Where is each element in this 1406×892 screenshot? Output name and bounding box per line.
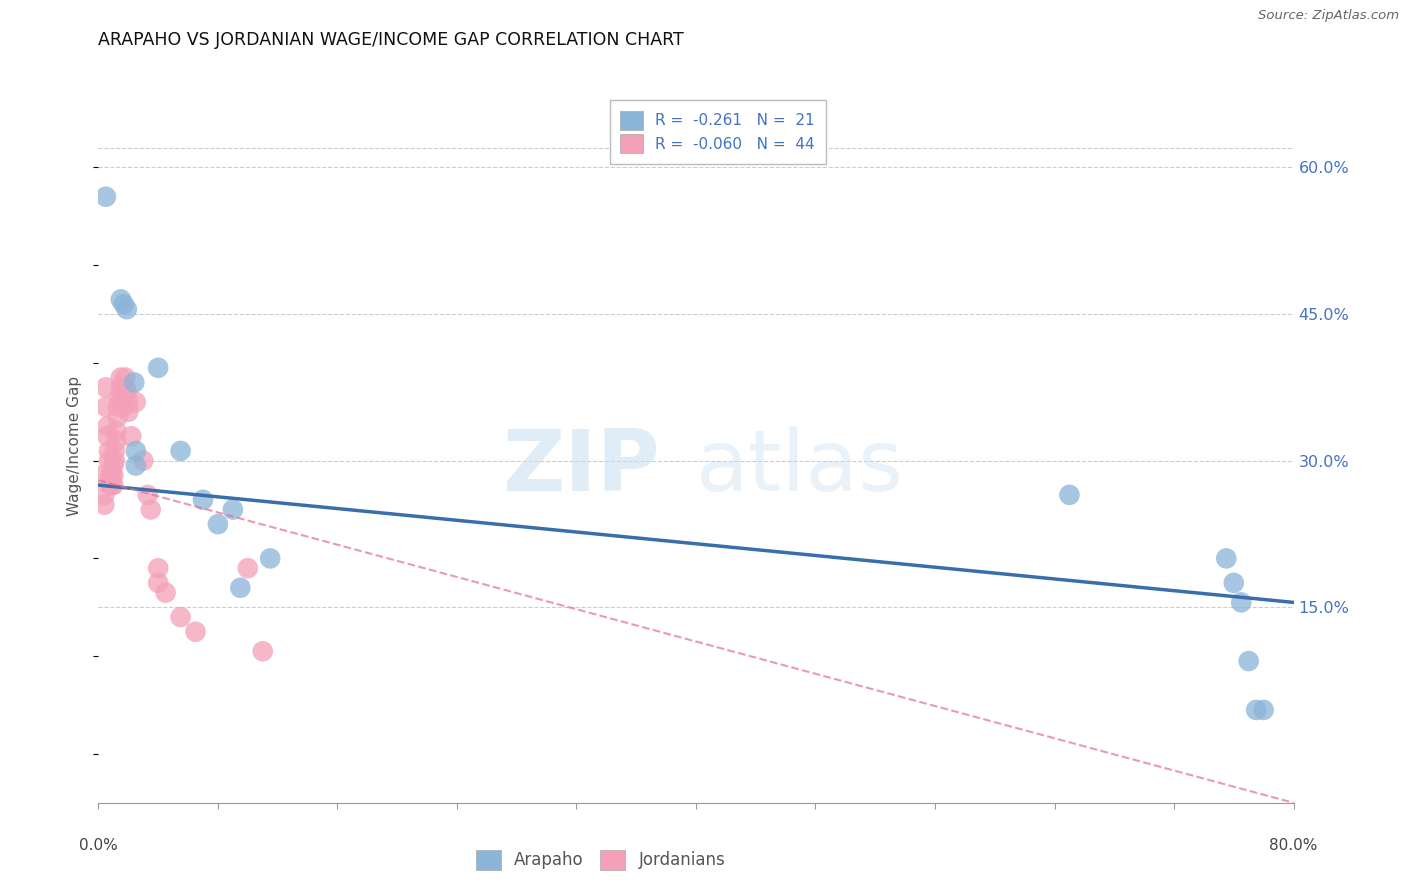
Point [101, 468, 124, 483]
Point [125, 395, 148, 409]
Point [96, 419, 118, 434]
Point [103, 468, 125, 483]
Point [1237, 654, 1260, 668]
Point [114, 380, 136, 394]
Point [169, 443, 191, 458]
Point [110, 380, 132, 394]
Point [1215, 551, 1237, 566]
Point [259, 551, 281, 566]
Point [114, 370, 136, 384]
Point [96, 429, 118, 443]
Point [191, 492, 214, 507]
Point [112, 400, 135, 414]
Point [115, 302, 138, 317]
Point [104, 453, 127, 467]
Text: Source: ZipAtlas.com: Source: ZipAtlas.com [1258, 9, 1399, 22]
Point [93, 488, 115, 502]
Point [117, 395, 139, 409]
Point [100, 478, 122, 492]
Point [108, 390, 131, 404]
Point [124, 376, 146, 390]
Text: atlas: atlas [696, 425, 904, 509]
Point [1223, 575, 1246, 590]
Point [94, 380, 117, 394]
Point [105, 434, 128, 449]
Point [103, 478, 125, 492]
Point [104, 443, 127, 458]
Point [132, 453, 155, 467]
Point [91, 468, 114, 483]
Point [1230, 595, 1253, 609]
Point [136, 488, 159, 502]
Point [252, 644, 274, 658]
Point [229, 581, 252, 595]
Point [207, 517, 229, 532]
Point [148, 575, 170, 590]
Text: 0.0%: 0.0% [79, 838, 118, 854]
Point [93, 498, 115, 512]
Point [148, 561, 170, 575]
Point [115, 385, 138, 400]
Text: ZIP: ZIP [502, 425, 661, 509]
Point [97, 453, 120, 467]
Point [148, 360, 170, 375]
Point [100, 468, 122, 483]
Legend: Arapaho, Jordanians: Arapaho, Jordanians [468, 843, 733, 877]
Point [155, 585, 177, 599]
Point [101, 478, 124, 492]
Point [184, 624, 207, 639]
Point [125, 443, 148, 458]
Point [1244, 703, 1267, 717]
Point [107, 409, 129, 424]
Text: 80.0%: 80.0% [1270, 838, 1317, 854]
Point [125, 458, 148, 473]
Point [110, 293, 132, 307]
Y-axis label: Wage/Income Gap: Wage/Income Gap [67, 376, 83, 516]
Point [236, 561, 259, 575]
Point [222, 502, 245, 516]
Point [1253, 703, 1275, 717]
Point [103, 458, 125, 473]
Point [107, 400, 129, 414]
Point [120, 429, 142, 443]
Point [105, 425, 128, 439]
Point [169, 610, 191, 624]
Text: ARAPAHO VS JORDANIAN WAGE/INCOME GAP CORRELATION CHART: ARAPAHO VS JORDANIAN WAGE/INCOME GAP COR… [98, 31, 685, 49]
Point [117, 405, 139, 419]
Point [94, 400, 117, 414]
Point [139, 502, 162, 516]
Point [110, 370, 132, 384]
Point [111, 390, 134, 404]
Point [112, 297, 135, 311]
Point [94, 190, 117, 204]
Point [97, 443, 120, 458]
Point [1059, 488, 1081, 502]
